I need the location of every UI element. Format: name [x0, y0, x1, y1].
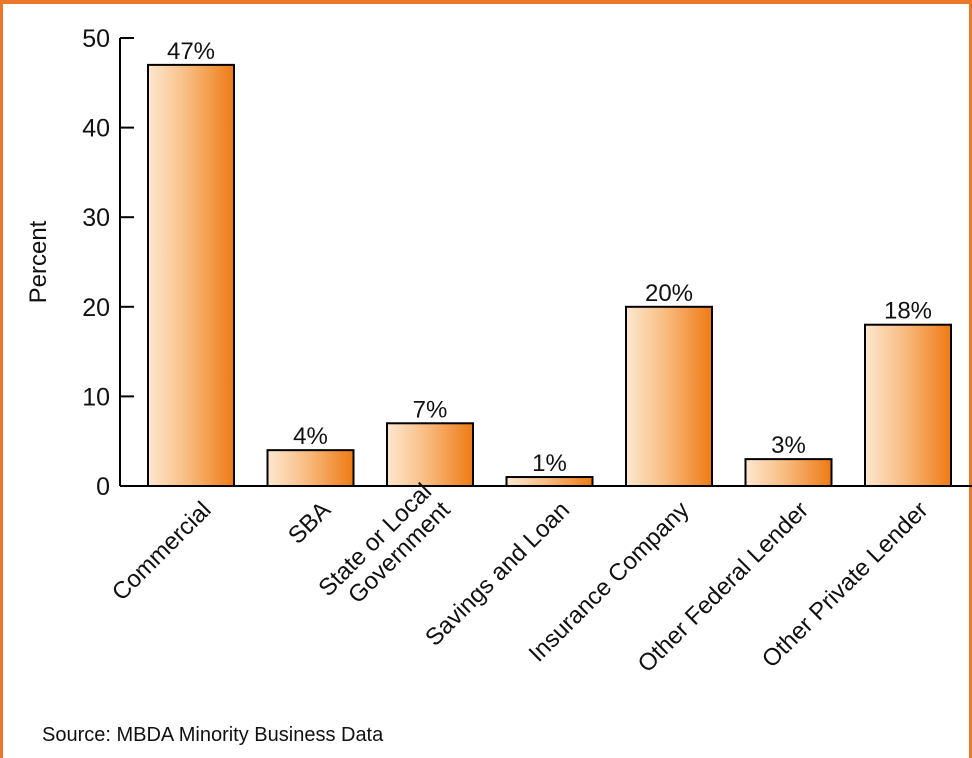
y-tick-label: 30 [82, 204, 110, 232]
y-tick-label: 50 [82, 25, 110, 53]
frame-border-top [0, 0, 972, 4]
frame-border-left [0, 0, 3, 758]
y-tick-label: 40 [82, 115, 110, 143]
bar-sba [266, 449, 355, 488]
x-tick-label: SBA [283, 496, 336, 549]
frame-border-right [969, 0, 972, 758]
bar-savings-and-loan [505, 476, 594, 488]
data-label: 1% [532, 450, 567, 477]
bar-state-or-local-government [386, 422, 474, 487]
bar-commercial [147, 63, 235, 487]
x-tick-label: Commercial [107, 496, 217, 606]
bar-insurance-company [625, 305, 713, 487]
x-tick-label-line: Commercial [107, 496, 217, 606]
data-label: 20% [645, 280, 693, 307]
x-tick-label-line: SBA [283, 496, 336, 549]
y-tick-label: 20 [82, 294, 110, 322]
y-tick-label: 0 [96, 473, 110, 501]
y-tick-label: 10 [82, 383, 110, 411]
bar-other-private-lender [864, 323, 952, 487]
source-note: Source: MBDA Minority Business Data [42, 724, 384, 746]
bar-other-federal-lender [744, 458, 833, 487]
data-label: 4% [293, 423, 328, 450]
data-label: 18% [884, 298, 932, 325]
data-label: 47% [167, 38, 215, 65]
data-label: 3% [771, 432, 806, 459]
data-label: 7% [413, 396, 448, 423]
y-axis-label: Percent [25, 220, 52, 303]
